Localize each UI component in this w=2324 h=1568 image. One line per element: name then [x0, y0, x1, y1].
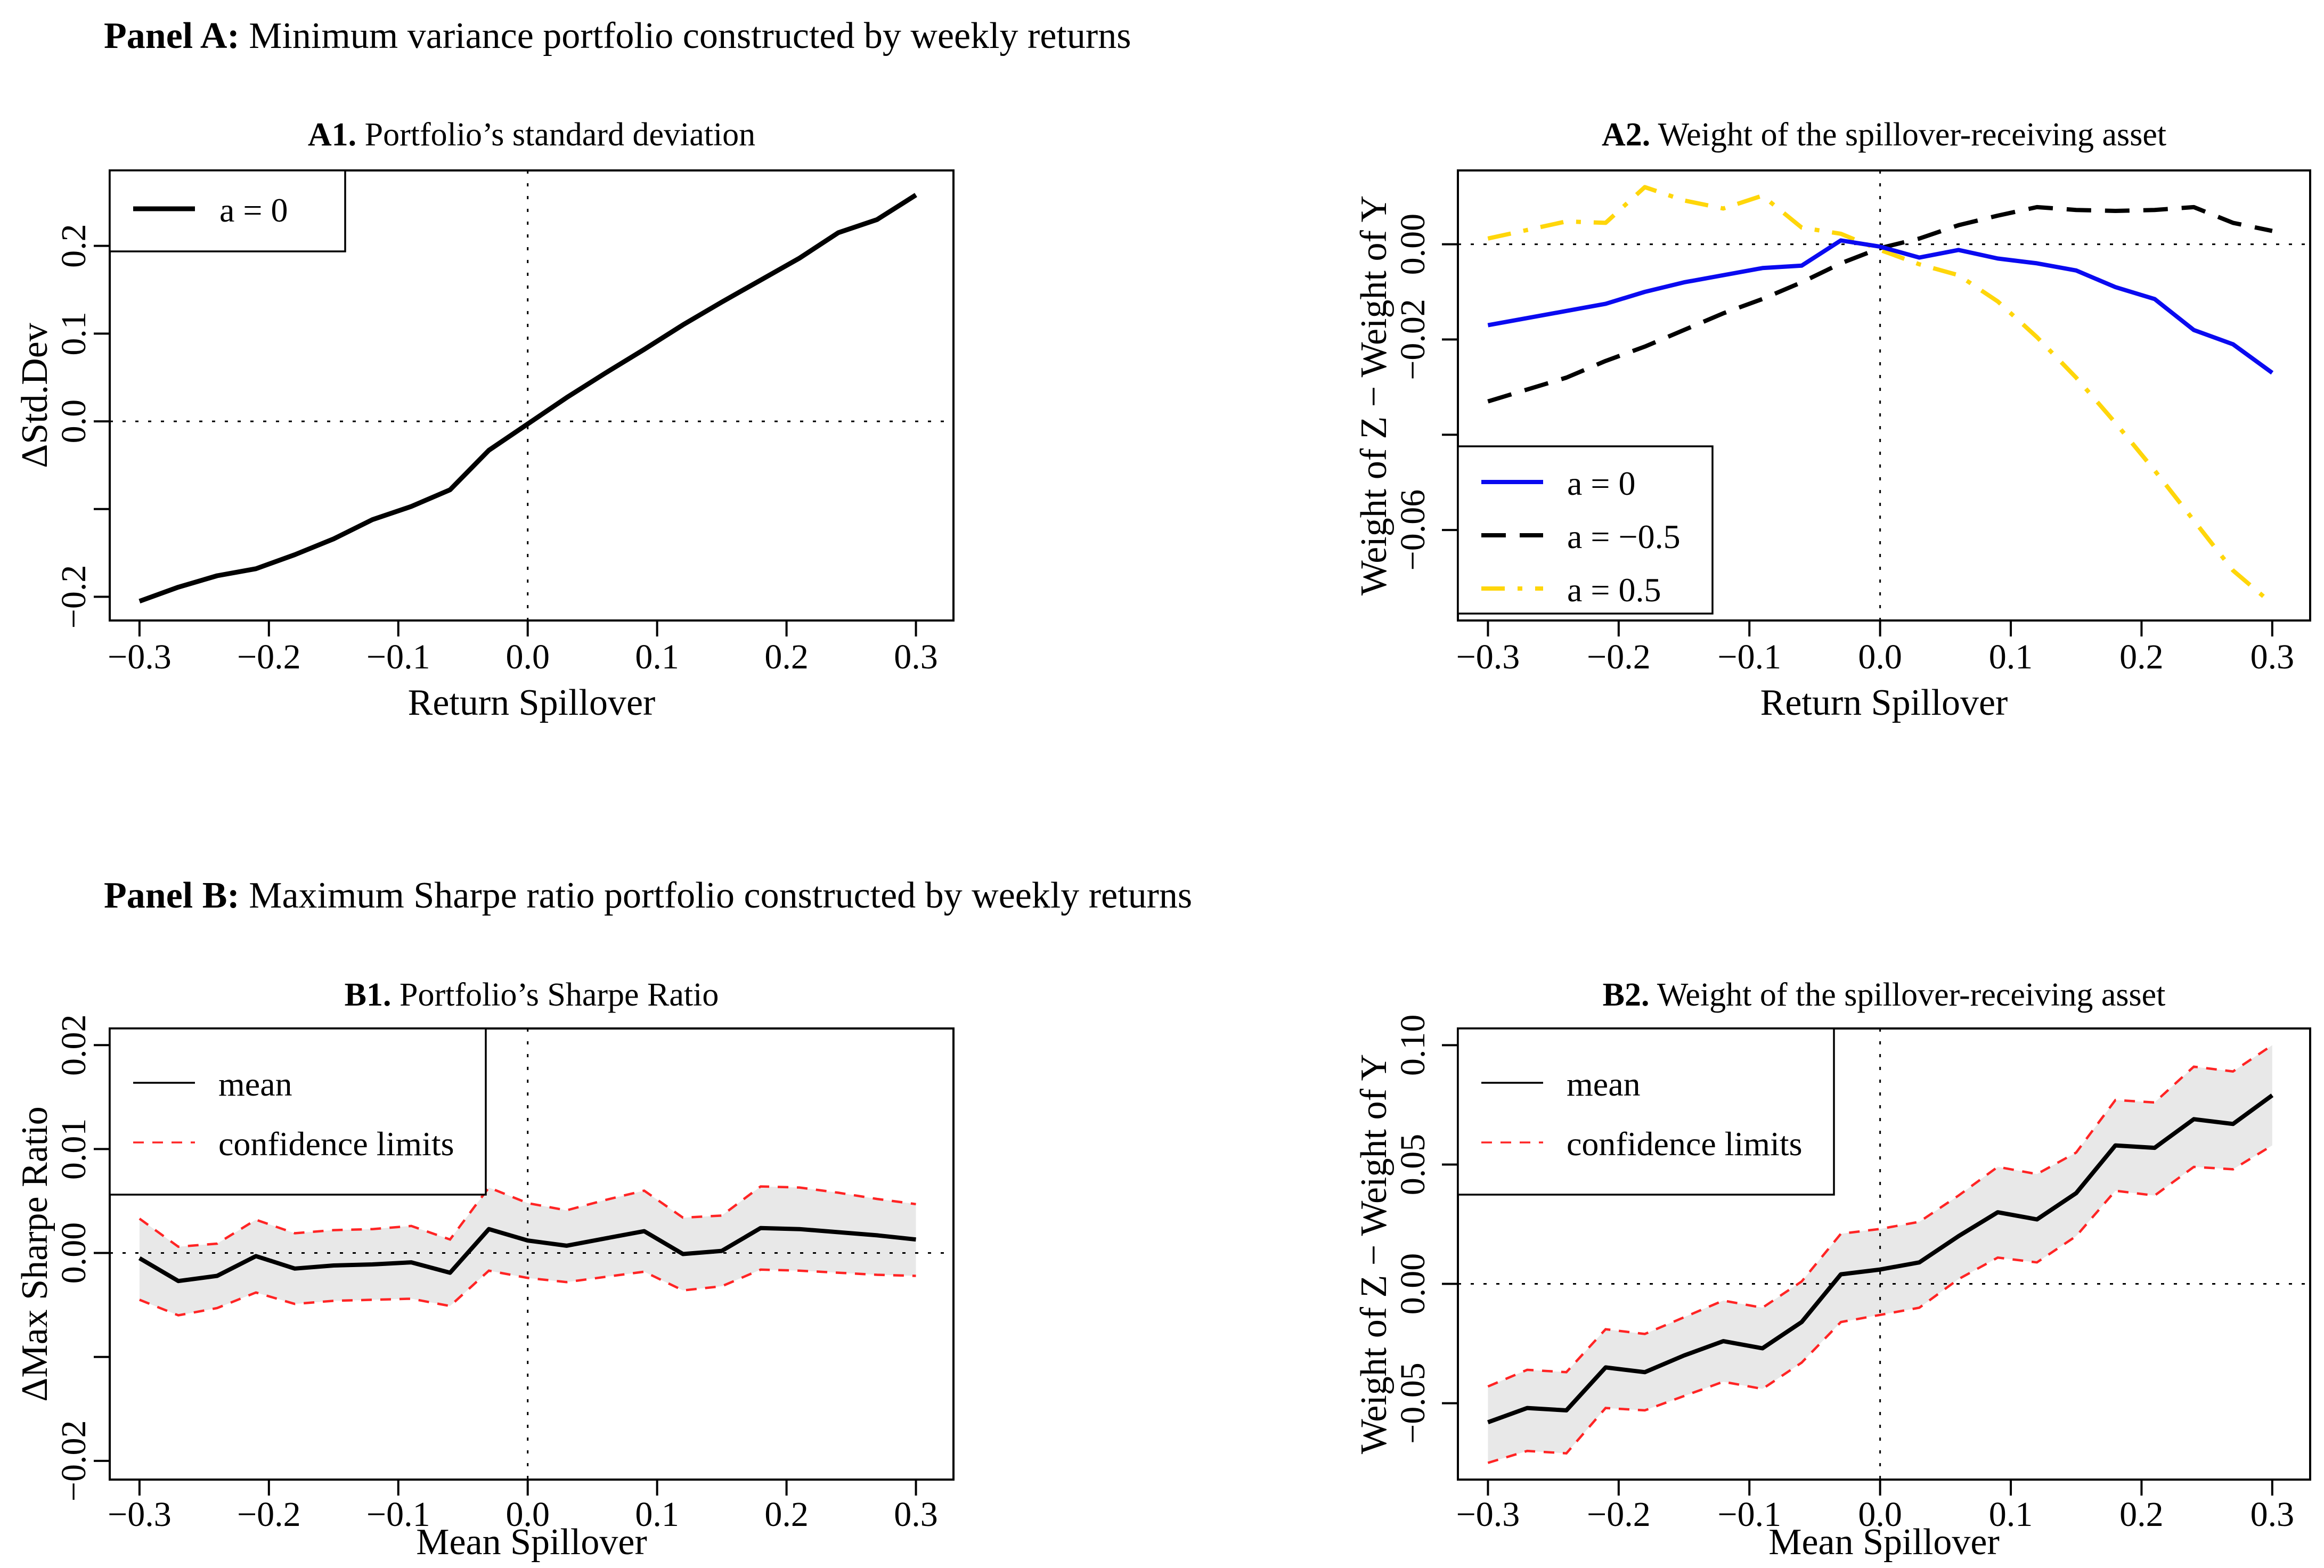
- b2-confidence-band: [1488, 1045, 2272, 1463]
- a2-ytick-label: 0.00: [1393, 214, 1432, 275]
- a2-xtick-label: −0.1: [1717, 638, 1781, 676]
- b1-confidence-lower: [139, 1268, 916, 1317]
- a2-plot-svg: −0.3 −0.2 −0.1 0.0 0.1 0.2 0.3 0.00 −0.02 −0.06 Re…: [1353, 117, 2311, 723]
- a1-xtick-label: 0.1: [635, 638, 679, 676]
- b2-ytick-label: 0.00: [1393, 1253, 1432, 1315]
- b1-xlabel: Mean Spillover: [416, 1522, 647, 1563]
- b1-xtick-label: 0.1: [635, 1495, 679, 1534]
- a2-series-a = −0.5: [1487, 205, 2273, 404]
- a1-ytick-label: 0.0: [54, 399, 93, 444]
- b1-xtick-label: 0.3: [894, 1495, 938, 1534]
- panel-a-header: Panel A: Minimum variance portfolio cons…: [104, 15, 1131, 58]
- b1-legend-label-0: mean: [218, 1065, 292, 1103]
- a2-xtick-label: 0.1: [1989, 638, 2033, 676]
- b2-plot-border: [1457, 1027, 2311, 1481]
- a2-series-a = 0: [1487, 238, 2274, 375]
- a2-xlabel: Return Spillover: [1760, 682, 2008, 723]
- a1-ytick-label: 0.2: [54, 224, 93, 268]
- a1-xtick-label: 0.2: [764, 638, 809, 676]
- b2-ytick-label: 0.10: [1393, 1015, 1432, 1076]
- a2-xtick-label: −0.3: [1456, 638, 1520, 676]
- a2-title: A2. Weight of the spillover-receiving as…: [1602, 117, 2166, 153]
- b1-xtick-label: 0.2: [764, 1495, 809, 1534]
- b1-legend-box: [109, 1027, 487, 1196]
- b1-xtick-label: 0.0: [505, 1495, 550, 1534]
- a1-xtick-label: 0.3: [894, 638, 938, 676]
- chart-b2-weight: −0.3 −0.2 −0.1 0.0 0.1 0.2 0.3 0.10 0.05 0.00 −0.0…: [1162, 959, 2324, 1565]
- b2-xtick-label: −0.1: [1717, 1495, 1781, 1534]
- a2-xtick-label: 0.0: [1858, 638, 1902, 676]
- a1-plot-svg: −0.3 −0.2 −0.1 0.0 0.1 0.2 0.3 0.2 0.1 0.0 −0.2 Ret…: [14, 117, 955, 723]
- b1-xtick-label: −0.1: [366, 1495, 430, 1534]
- b2-xtick-label: 0.1: [1989, 1495, 2033, 1534]
- chart-a2-weight: −0.3 −0.2 −0.1 0.0 0.1 0.2 0.3 0.00 −0.02 −0.06 Re…: [1162, 91, 2324, 730]
- b1-xtick-label: −0.2: [237, 1495, 301, 1534]
- b2-xtick-label: 0.3: [2250, 1495, 2295, 1534]
- a1-xtick-label: −0.1: [366, 638, 430, 676]
- a2-xtick-label: 0.2: [2119, 638, 2164, 676]
- a2-ytick-label: −0.02: [1393, 299, 1432, 380]
- b2-ytick-label: 0.05: [1393, 1134, 1432, 1196]
- a2-legend-box: [1457, 445, 1714, 615]
- b1-ylabel: ΔMax Sharpe Ratio: [14, 1106, 55, 1401]
- b2-xtick-label: −0.2: [1587, 1495, 1651, 1534]
- b2-xtick-label: 0.2: [2119, 1495, 2164, 1534]
- a2-ylabel: Weight of Z − Weight of Y: [1353, 195, 1395, 595]
- a1-title: A1. Portfolio’s standard deviation: [308, 117, 755, 153]
- a1-ytick-label: −0.2: [54, 565, 93, 629]
- a2-legend-label-1: a = −0.5: [1567, 518, 1681, 556]
- a1-xtick-label: −0.2: [237, 638, 301, 676]
- b2-ytick-label: −0.05: [1393, 1362, 1432, 1444]
- b1-xtick-label: −0.3: [108, 1495, 172, 1534]
- b2-legend-label-0: mean: [1567, 1065, 1641, 1103]
- b1-confidence-band: [139, 1186, 916, 1316]
- panel-b-prefix: Panel B:: [104, 875, 240, 916]
- b1-title: B1. Portfolio’s Sharpe Ratio: [345, 977, 719, 1013]
- chart-b1-sharpe-ratio: −0.3 −0.2 −0.1 0.0 0.1 0.2 0.3 0.02 0.01 0.00 −0.0…: [0, 959, 1162, 1565]
- b1-ytick-label: 0.00: [54, 1222, 93, 1284]
- b2-confidence-lower: [1487, 1144, 2273, 1464]
- b2-xtick-label: 0.0: [1858, 1495, 1902, 1534]
- a1-plot-border: [109, 169, 955, 622]
- b2-legend-box: [1457, 1027, 1835, 1196]
- a1-xtick-label: −0.3: [108, 638, 172, 676]
- b2-legend-label-1: confidence limits: [1567, 1125, 1803, 1163]
- a2-legend-label-2: a = 0.5: [1567, 571, 1661, 609]
- b2-xlabel: Mean Spillover: [1768, 1522, 2000, 1563]
- a1-xlabel: Return Spillover: [408, 682, 656, 723]
- b1-confidence-upper: [138, 1185, 916, 1248]
- panel-a-title: Minimum variance portfolio constructed b…: [239, 15, 1131, 56]
- a1-xtick-label: 0.0: [505, 638, 550, 676]
- a2-xtick-label: 0.3: [2250, 638, 2295, 676]
- b1-ytick-label: 0.02: [54, 1014, 93, 1076]
- a2-series-a = 0.5: [1487, 185, 2274, 606]
- a1-series-a = 0: [138, 193, 917, 604]
- b2-xtick-label: −0.3: [1456, 1495, 1520, 1534]
- b2-series-mean: [1487, 1093, 2274, 1425]
- b1-legend-label-1: confidence limits: [218, 1125, 454, 1163]
- panel-b-header: Panel B: Maximum Sharpe ratio portfolio …: [104, 875, 1192, 917]
- b2-plot-svg: −0.3 −0.2 −0.1 0.0 0.1 0.2 0.3 0.10 0.05 0.00 −0.0…: [1353, 977, 2311, 1563]
- b1-ytick-label: 0.01: [54, 1118, 93, 1180]
- a2-xtick-label: −0.2: [1587, 638, 1651, 676]
- a1-ytick-label: 0.1: [54, 312, 93, 356]
- panel-a-prefix: Panel A:: [104, 15, 240, 56]
- a2-legend-label-0: a = 0: [1567, 464, 1636, 502]
- b1-ytick-label: −0.02: [54, 1420, 93, 1502]
- panel-b-title: Maximum Sharpe ratio portfolio construct…: [239, 875, 1193, 916]
- b2-title: B2. Weight of the spillover-receiving as…: [1603, 977, 2166, 1013]
- a1-ylabel: ΔStd.Dev: [14, 323, 55, 468]
- b2-ylabel: Weight of Z − Weight of Y: [1353, 1054, 1395, 1454]
- b1-plot-svg: −0.3 −0.2 −0.1 0.0 0.1 0.2 0.3 0.02 0.01 0.00 −0.0…: [14, 977, 955, 1563]
- a2-ytick-label: −0.06: [1393, 489, 1432, 571]
- chart-a1-std-dev: −0.3 −0.2 −0.1 0.0 0.1 0.2 0.3 0.2 0.1 0.0 −0.2 Ret…: [0, 91, 1162, 730]
- a1-legend-label-0: a = 0: [219, 191, 288, 229]
- b1-series-mean: [138, 1226, 916, 1284]
- a2-plot-border: [1457, 169, 2311, 622]
